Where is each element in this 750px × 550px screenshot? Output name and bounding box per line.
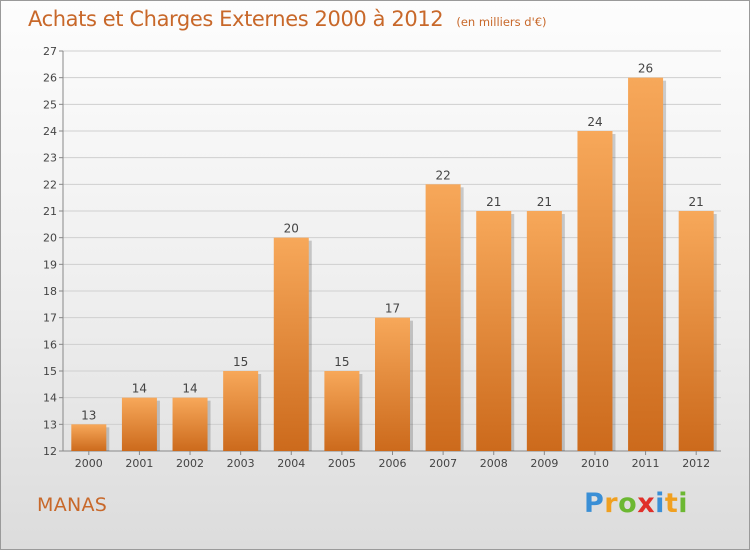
y-tick-label: 13 [43, 418, 57, 431]
y-tick-label: 20 [43, 232, 57, 245]
chart-unit-note: (en milliers d'€) [456, 15, 547, 29]
y-tick-label: 18 [43, 285, 57, 298]
x-tick-label: 2004 [277, 457, 305, 470]
bar [476, 211, 512, 451]
commune-name: MANAS [37, 494, 108, 516]
bar-value-label: 15 [233, 355, 248, 369]
proxiti-logo: Proxiti [584, 488, 688, 519]
x-tick-label: 2007 [429, 457, 457, 470]
x-tick-label: 2008 [480, 457, 508, 470]
logo-letter: i [655, 488, 665, 519]
logo-letter: o [618, 488, 638, 519]
x-tick-label: 2009 [530, 457, 558, 470]
x-tick-label: 2002 [176, 457, 204, 470]
y-tick-label: 16 [43, 338, 57, 351]
bar-value-label: 24 [587, 115, 602, 129]
bar-value-label: 26 [638, 62, 653, 76]
bar [273, 237, 309, 451]
x-tick-label: 2012 [682, 457, 710, 470]
bar-value-label: 17 [385, 302, 400, 316]
bar [577, 131, 613, 451]
bar [121, 397, 157, 451]
x-tick-label: 2003 [227, 457, 255, 470]
y-tick-label: 15 [43, 365, 57, 378]
bar-value-label: 22 [435, 168, 450, 182]
logo-letter: r [604, 488, 619, 519]
y-tick-label: 22 [43, 178, 57, 191]
bar-value-label: 21 [486, 195, 501, 209]
y-tick-label: 12 [43, 445, 57, 458]
bar-value-label: 14 [132, 382, 147, 396]
y-tick-label: 14 [43, 392, 57, 405]
bar-value-label: 13 [81, 408, 96, 422]
bar-value-label: 15 [334, 355, 349, 369]
bar [526, 211, 562, 451]
y-tick-label: 25 [43, 98, 57, 111]
x-tick-label: 2010 [581, 457, 609, 470]
bar [628, 77, 664, 452]
bar [71, 424, 107, 451]
chart-title-text: Achats et Charges Externes 2000 à 2012 [28, 7, 444, 31]
bar [324, 371, 360, 451]
bar-value-label: 21 [537, 195, 552, 209]
x-tick-label: 2005 [328, 457, 356, 470]
y-tick-label: 24 [43, 125, 57, 138]
y-tick-label: 19 [43, 258, 57, 271]
chart-title: Achats et Charges Externes 2000 à 2012 (… [28, 7, 547, 31]
y-tick-label: 21 [43, 205, 57, 218]
bar [425, 184, 461, 452]
logo-letter: t [664, 488, 679, 519]
logo-letter: i [678, 488, 689, 519]
x-tick-label: 2001 [125, 457, 153, 470]
logo-letter: P [584, 488, 605, 519]
y-tick-label: 17 [43, 312, 57, 325]
bar [172, 397, 208, 451]
bar-value-label: 14 [182, 382, 197, 396]
logo-letter: x [637, 488, 656, 519]
x-tick-label: 2006 [379, 457, 407, 470]
bar-value-label: 21 [689, 195, 704, 209]
bar [223, 371, 259, 451]
bar [678, 211, 714, 451]
x-tick-label: 2011 [632, 457, 660, 470]
bar [375, 317, 410, 451]
x-tick-label: 2000 [75, 457, 103, 470]
bar-value-label: 20 [284, 222, 299, 236]
y-tick-label: 26 [43, 72, 57, 85]
y-tick-label: 23 [43, 152, 57, 165]
y-tick-label: 27 [43, 45, 57, 58]
